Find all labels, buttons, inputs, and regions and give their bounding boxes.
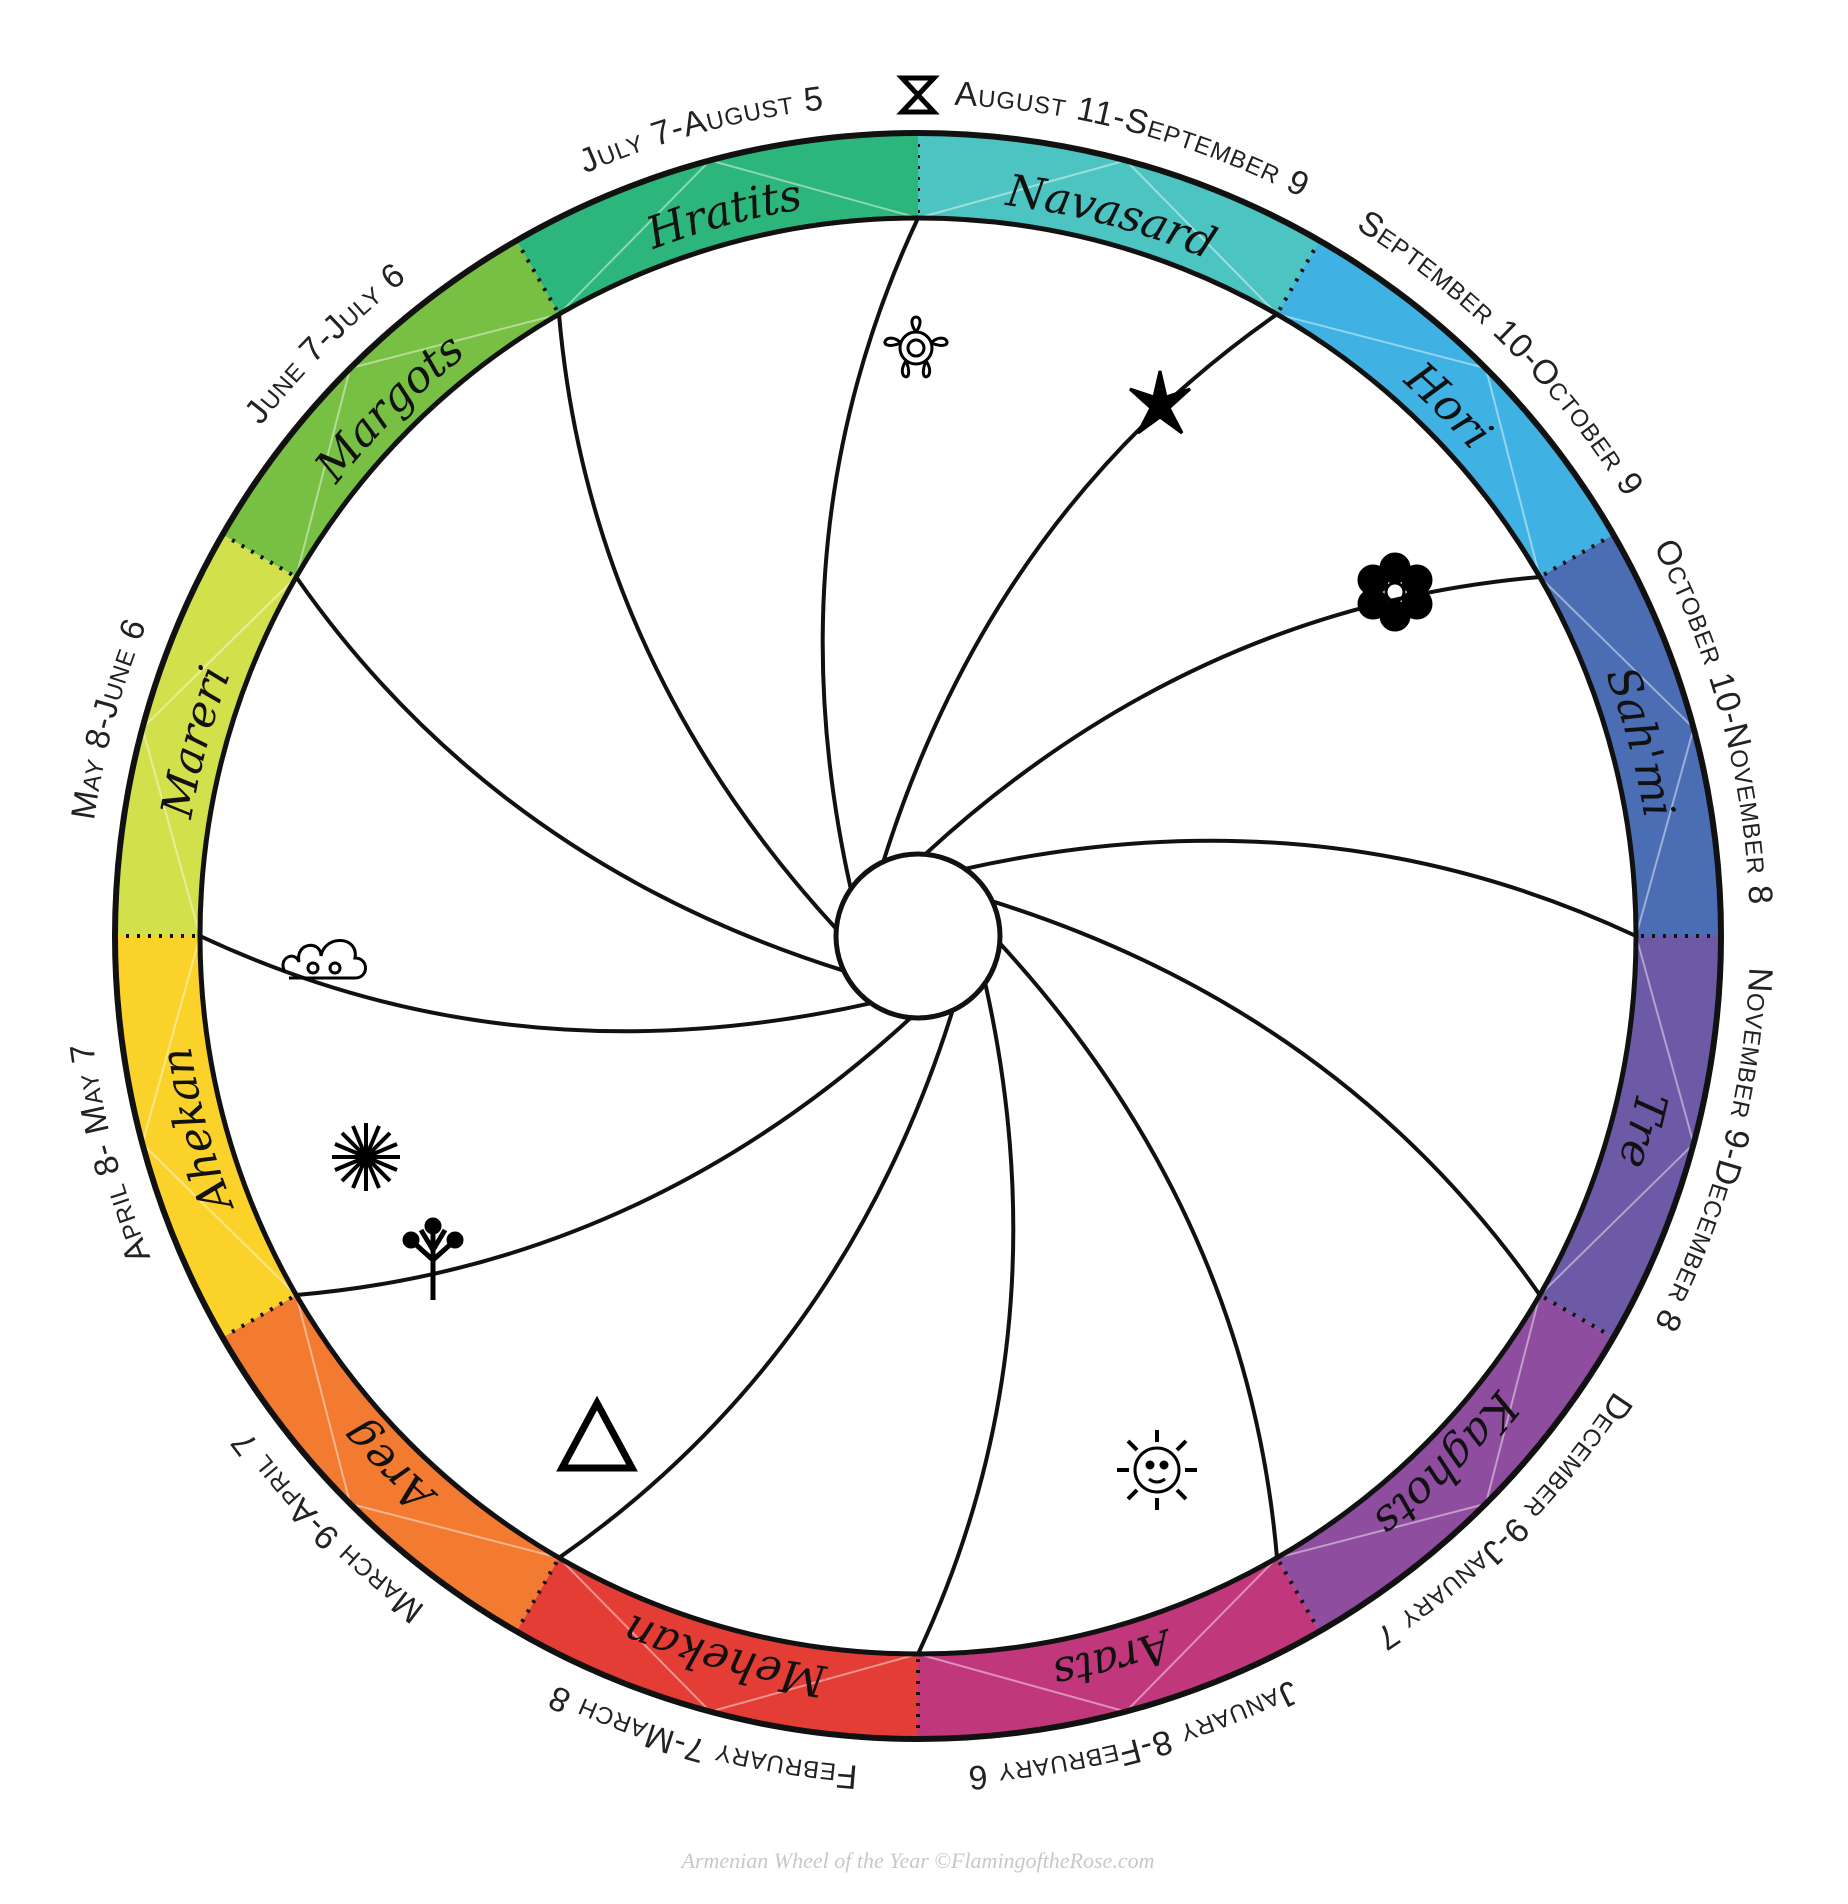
spiral-arm (294, 575, 845, 973)
month-ring (112, 130, 1724, 1742)
rose-icon (883, 315, 949, 379)
month-segment (115, 534, 297, 936)
month-segment (1277, 240, 1614, 577)
month-segment (1539, 534, 1721, 936)
spiral-arm (964, 838, 1637, 938)
spiral-arm (881, 312, 1279, 863)
spiral-arm (916, 982, 1016, 1655)
cloud-icon (281, 939, 367, 980)
month-segment (222, 1295, 559, 1632)
ring-outer (112, 130, 1724, 1742)
month-segment (115, 936, 297, 1338)
spiral-arm (991, 899, 1542, 1297)
spiral-arm (820, 217, 920, 890)
fire-triangle-icon (556, 1395, 638, 1472)
flower-icon (1357, 552, 1433, 632)
spiral-arm (199, 934, 872, 1034)
tree-icon (402, 1217, 464, 1300)
spiral-arm (296, 1016, 913, 1297)
hourglass-icon (896, 75, 940, 115)
spiral-arm (923, 575, 1540, 856)
spiral-arm (557, 314, 838, 931)
spiral (199, 217, 1637, 1655)
footer-credit: Armenian Wheel of the Year ©Flamingofthe… (680, 1848, 1155, 1873)
hub (833, 851, 1003, 1021)
spiral-arm (998, 941, 1279, 1558)
month-segment (1539, 936, 1721, 1338)
month-segment (222, 240, 559, 577)
symbols (281, 315, 1433, 1510)
month-segment (918, 133, 1320, 315)
star-icon (1128, 370, 1192, 435)
month-segment (918, 1557, 1320, 1739)
sun-icon (1117, 1430, 1197, 1510)
spiral-arm (557, 1009, 955, 1560)
burst-icon (332, 1123, 400, 1191)
month-segment (1277, 1295, 1614, 1632)
month-segment (516, 133, 918, 315)
month-segment (516, 1557, 918, 1739)
